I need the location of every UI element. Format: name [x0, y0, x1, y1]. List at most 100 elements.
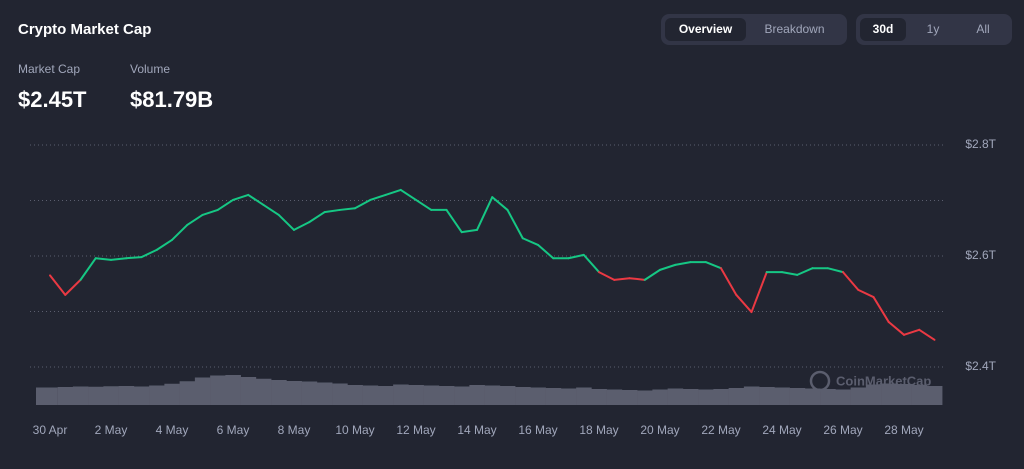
x-tick-label: 16 May: [518, 423, 557, 437]
tab-selected: [860, 18, 906, 41]
line-segment: [567, 253, 585, 260]
volume-bar: [865, 384, 882, 405]
x-tick-label: 2 May: [95, 423, 128, 437]
line-segment: [171, 223, 189, 241]
volume-bar: [698, 389, 714, 405]
volume-bar: [210, 375, 226, 405]
volume-bar: [271, 380, 287, 405]
volume-bar: [164, 383, 180, 405]
line-segment: [613, 277, 631, 281]
volume-bar: [667, 388, 684, 405]
x-tick-label: 28 May: [884, 423, 923, 437]
tab[interactable]: 30d: [860, 18, 906, 41]
line-segment: [369, 193, 387, 201]
x-tick-label: 10 May: [335, 423, 374, 437]
line-segment: [354, 198, 372, 210]
volume-bar: [576, 387, 592, 405]
line-segment: [232, 193, 250, 201]
line-segment: [140, 248, 158, 259]
x-tick-label: 20 May: [640, 423, 679, 437]
line-segment: [476, 196, 494, 231]
volume-bar: [88, 386, 104, 405]
y-tick-label: $2.8T: [965, 137, 996, 151]
line-segment: [659, 263, 677, 271]
tab-selected: [665, 18, 746, 41]
x-tick-label: 26 May: [823, 423, 862, 437]
volume-bar: [423, 385, 440, 405]
volume-bar: [759, 387, 775, 405]
volume-bar: [454, 386, 470, 405]
line-segment: [384, 188, 402, 196]
tab-label: 30d: [873, 22, 894, 36]
volume-bar: [484, 385, 501, 405]
tab[interactable]: All: [976, 22, 989, 36]
line-segment: [399, 188, 417, 201]
x-tick-label: 12 May: [396, 423, 435, 437]
line-segment: [598, 271, 616, 281]
volume-bar: [774, 387, 790, 405]
tab-label: Breakdown: [764, 22, 824, 36]
line-segment: [338, 207, 356, 211]
volume-bar: [301, 381, 318, 405]
line-segment: [323, 208, 341, 214]
line-segment: [537, 243, 555, 260]
volume-bar: [652, 389, 668, 405]
volume-bar: [408, 385, 424, 405]
x-tick-label: 8 May: [278, 423, 311, 437]
stat-label: Market Cap: [18, 62, 80, 76]
volume-bar: [362, 385, 379, 405]
volume-bar: [637, 390, 653, 405]
volume-bar: [728, 388, 745, 405]
line-segment: [445, 208, 463, 234]
volume-bar: [896, 384, 912, 405]
volume-bar: [591, 389, 607, 405]
x-tick-label: 24 May: [762, 423, 801, 437]
line-segment: [262, 203, 280, 216]
line-segment: [506, 208, 524, 240]
line-segment: [842, 271, 860, 291]
line-segment: [155, 238, 173, 251]
tab[interactable]: Overview: [665, 18, 746, 41]
line-segment: [887, 321, 905, 336]
line-segment: [201, 208, 219, 216]
volume-bar: [682, 389, 699, 405]
volume-bar: [438, 386, 455, 405]
volume-bar: [789, 388, 806, 405]
volume-bar: [606, 389, 623, 405]
volume-bar: [820, 389, 836, 405]
volume-bar: [469, 385, 485, 405]
volume-bar: [743, 386, 760, 405]
line-segment: [582, 253, 600, 274]
volume-bar: [926, 386, 943, 405]
volume-bar: [530, 387, 546, 405]
widget-title: Crypto Market Cap: [18, 21, 151, 38]
line-segment: [781, 271, 799, 276]
line-segment: [704, 261, 722, 270]
stat-value: $81.79B: [130, 87, 213, 112]
line-segment: [918, 328, 936, 341]
tab[interactable]: 1y: [927, 22, 940, 36]
line-segment: [293, 221, 311, 231]
x-tick-label: 6 May: [217, 423, 250, 437]
volume-bar: [515, 387, 531, 405]
line-segment: [735, 293, 753, 314]
volume-bar: [255, 378, 272, 405]
volume-bar: [804, 388, 821, 405]
line-segment: [308, 211, 326, 224]
volume-bar: [240, 377, 257, 405]
tab[interactable]: Breakdown: [764, 22, 824, 36]
line-segment: [872, 296, 890, 324]
volume-bar: [881, 383, 897, 405]
tab-label: All: [976, 22, 989, 36]
line-segment: [750, 271, 768, 314]
volume-bar: [149, 385, 165, 405]
volume-bar: [621, 390, 638, 405]
line-segment: [628, 277, 646, 281]
line-segment: [521, 237, 539, 246]
line-segment: [94, 257, 112, 261]
x-tick-label: 4 May: [156, 423, 189, 437]
volume-bar: [377, 386, 394, 405]
volume-bar: [850, 387, 867, 405]
line-segment: [216, 198, 234, 211]
volume-bar: [713, 389, 729, 405]
